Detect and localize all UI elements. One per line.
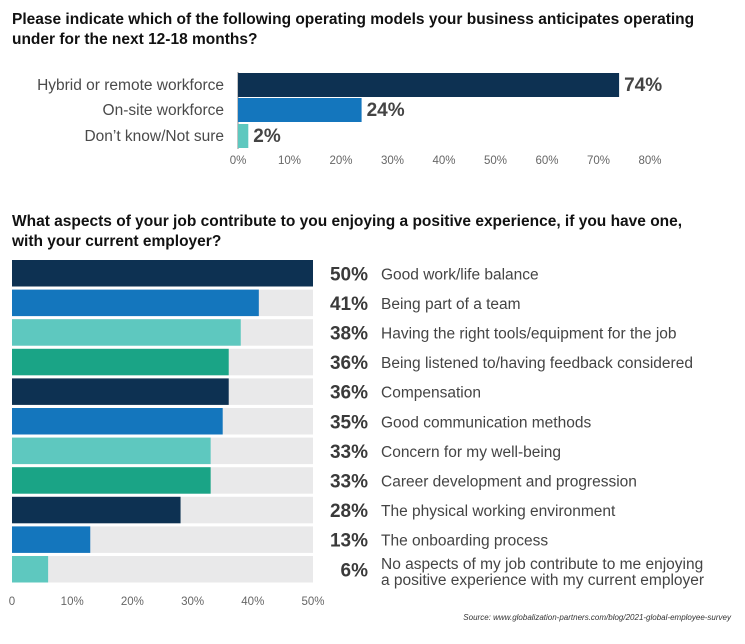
chart1-tick-label: 20% [329, 155, 352, 167]
chart2-bar [12, 260, 313, 287]
chart2-category-label: Concern for my well-being [381, 444, 561, 461]
chart1-value-label: 24% [367, 100, 405, 121]
chart2-category-label: Being part of a team [381, 296, 521, 313]
chart1-tick-label: 50% [484, 155, 507, 167]
chart2-bar [12, 437, 211, 465]
chart2-value-label: 36% [330, 353, 368, 374]
chart1-bar [238, 98, 362, 122]
chart1-category-label: Hybrid or remote workforce [37, 77, 224, 94]
chart2-category-label: Compensation [381, 385, 481, 402]
chart1-tick-label: 10% [278, 155, 301, 167]
chart1-value-label: 2% [253, 126, 281, 147]
chart2-bar [12, 408, 223, 435]
chart1-title: Please indicate which of the following o… [12, 11, 695, 48]
chart1-svg: Hybrid or remote workforce 74% On-site wor… [37, 72, 662, 167]
chart2-category-label: Career development and progression [381, 473, 637, 490]
chart2-bar [12, 378, 229, 405]
source-note: Source: www.globalization-partners.com/b… [463, 613, 731, 622]
chart2-tick-label: 30% [181, 596, 204, 608]
chart2-value-label: 35% [330, 412, 368, 433]
chart2-category-label: a positive experience with my current em… [381, 572, 704, 589]
chart2-category-label: Good communication methods [381, 414, 591, 431]
chart2-tick-label: 0 [9, 596, 15, 608]
chart2-tick-label: 10% [61, 596, 84, 608]
chart2-tick-label: 50% [301, 596, 324, 608]
chart1-tick-label: 80% [638, 155, 661, 167]
chart2-category-label: Having the right tools/equipment for the… [381, 325, 677, 342]
chart2-value-label: 28% [330, 501, 368, 522]
chart2-title: What aspects of your job contribute to y… [12, 213, 683, 250]
chart2-bar [12, 496, 181, 524]
chart1-bar [238, 124, 249, 148]
chart1-tick-label: 0% [230, 155, 247, 167]
chart2-bar [12, 348, 229, 376]
chart2-category-label: Good work/life balance [381, 266, 539, 283]
chart2-category-label: No aspects of my job contribute to me en… [381, 556, 703, 573]
chart2-bar [12, 289, 259, 317]
chart1-tick-label: 60% [535, 155, 558, 167]
chart2-bar [12, 319, 241, 346]
chart2-bar [12, 556, 49, 583]
chart2-category-label: The onboarding process [381, 533, 548, 550]
chart2-category-label: The physical working environment [381, 503, 616, 520]
chart1-tick-label: 40% [432, 155, 455, 167]
chart2-bar [12, 526, 91, 553]
chart2-value-label: 50% [330, 264, 368, 285]
chart2-tick-label: 20% [121, 596, 144, 608]
chart1-bar [238, 73, 620, 97]
chart2-value-label: 33% [330, 471, 368, 492]
chart2-value-label: 33% [330, 442, 368, 463]
chart1-tick-label: 70% [587, 155, 610, 167]
chart2-value-label: 38% [330, 323, 368, 344]
chart2-row-background [12, 556, 313, 583]
chart1-category-label: On-site workforce [103, 102, 224, 119]
chart2-value-label: 41% [330, 294, 368, 315]
chart1-value-label: 74% [624, 75, 662, 96]
chart1-category-label: Don’t know/Not sure [84, 128, 224, 145]
chart2-value-label: 36% [330, 383, 368, 404]
chart1-tick-label: 30% [381, 155, 404, 167]
chart2-category-label: Being listened to/having feedback consid… [381, 355, 693, 372]
chart2-value-label: 13% [330, 531, 368, 552]
chart2-bar [12, 467, 211, 494]
chart2-value-label: 6% [341, 560, 369, 581]
chart2-tick-label: 40% [241, 596, 264, 608]
